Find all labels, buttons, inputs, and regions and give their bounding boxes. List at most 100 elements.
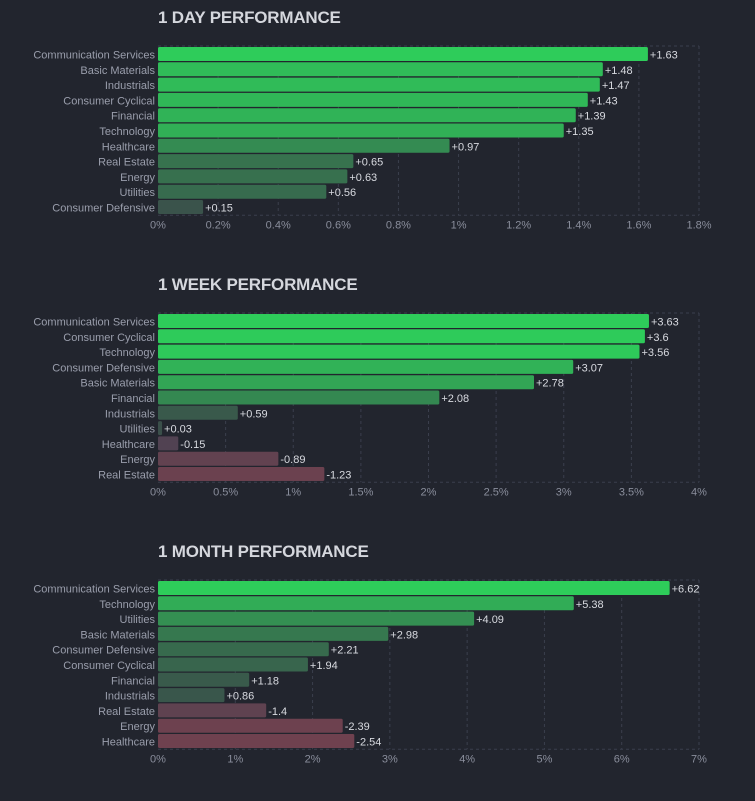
value-label: +4.09: [476, 614, 504, 626]
bar[interactable]: [158, 169, 348, 184]
bar[interactable]: [158, 718, 343, 733]
bar[interactable]: [158, 390, 440, 405]
category-label: Industrials: [105, 80, 156, 92]
bar[interactable]: [158, 734, 355, 748]
bar[interactable]: [158, 77, 600, 92]
category-label: Healthcare: [102, 439, 155, 451]
bar[interactable]: [158, 596, 574, 611]
value-label: +0.97: [452, 141, 480, 153]
x-tick-label: 1%: [285, 486, 301, 498]
x-tick-label: 1.6%: [626, 219, 651, 231]
category-label: Energy: [120, 721, 155, 733]
value-label: +2.98: [390, 629, 418, 641]
value-label: +6.62: [672, 583, 700, 595]
category-label: Basic Materials: [80, 629, 155, 641]
value-label: -1.23: [326, 469, 351, 481]
bar[interactable]: [158, 688, 225, 703]
x-tick-label: 3.5%: [619, 486, 644, 498]
x-tick-label: 3%: [382, 753, 398, 765]
bar[interactable]: [158, 436, 179, 451]
category-label: Communication Services: [33, 583, 155, 595]
bar[interactable]: [158, 184, 327, 199]
category-label: Consumer Cyclical: [63, 660, 155, 672]
bar[interactable]: [158, 703, 267, 718]
bar[interactable]: [158, 200, 204, 214]
category-label: Consumer Cyclical: [63, 332, 155, 344]
category-label: Real Estate: [98, 706, 155, 718]
category-label: Utilities: [120, 424, 156, 436]
value-label: +3.63: [651, 316, 679, 328]
x-tick-label: 0%: [150, 753, 166, 765]
bar[interactable]: [158, 672, 250, 687]
category-label: Consumer Defensive: [52, 645, 155, 657]
category-label: Energy: [120, 454, 155, 466]
category-label: Basic Materials: [80, 65, 155, 77]
x-tick-label: 4%: [691, 486, 707, 498]
x-tick-label: 1.2%: [506, 219, 531, 231]
value-label: +1.43: [590, 95, 618, 107]
chart-title: 1 WEEK PERFORMANCE: [158, 275, 358, 294]
bar[interactable]: [158, 314, 649, 328]
bar[interactable]: [158, 123, 564, 138]
category-label: Utilities: [120, 614, 156, 626]
value-label: +3.56: [641, 347, 669, 359]
category-label: Technology: [99, 347, 155, 359]
bar[interactable]: [158, 642, 329, 657]
x-tick-label: 4%: [459, 753, 475, 765]
value-label: +1.18: [251, 675, 279, 687]
x-tick-label: 0.2%: [206, 219, 231, 231]
bar[interactable]: [158, 359, 574, 374]
value-label: -0.89: [280, 454, 305, 466]
x-tick-label: 1.4%: [566, 219, 591, 231]
x-tick-label: 0%: [150, 219, 166, 231]
category-label: Consumer Cyclical: [63, 95, 155, 107]
x-tick-label: 6%: [614, 753, 630, 765]
x-tick-label: 2%: [421, 486, 437, 498]
x-tick-label: 1.8%: [686, 219, 711, 231]
bar[interactable]: [158, 421, 163, 436]
x-tick-label: 3%: [556, 486, 572, 498]
x-tick-label: 1%: [451, 219, 467, 231]
bar[interactable]: [158, 138, 450, 153]
category-label: Financial: [111, 675, 155, 687]
value-label: +5.38: [576, 599, 604, 611]
bar[interactable]: [158, 611, 475, 626]
bar[interactable]: [158, 451, 279, 466]
bar[interactable]: [158, 467, 325, 481]
category-label: Healthcare: [102, 141, 155, 153]
value-label: +1.63: [650, 49, 678, 61]
bar[interactable]: [158, 657, 308, 672]
x-tick-label: 0.5%: [213, 486, 238, 498]
bar-chart-1month: Communication Services +6.62 Technology +5.…: [33, 579, 707, 765]
bar[interactable]: [158, 375, 534, 390]
value-label: -2.54: [356, 736, 381, 748]
value-label: +3.6: [647, 332, 669, 344]
bar[interactable]: [158, 154, 354, 169]
bar[interactable]: [158, 47, 648, 61]
category-label: Real Estate: [98, 469, 155, 481]
chart-title: 1 MONTH PERFORMANCE: [158, 542, 369, 561]
chart-panel-1week: 1 WEEK PERFORMANCE Communication Service…: [0, 267, 755, 534]
x-tick-label: 0.8%: [386, 219, 411, 231]
bar[interactable]: [158, 626, 389, 641]
category-label: Industrials: [105, 408, 156, 420]
chart-title: 1 DAY PERFORMANCE: [158, 8, 341, 27]
category-label: Basic Materials: [80, 378, 155, 390]
bar[interactable]: [158, 108, 576, 123]
bar[interactable]: [158, 92, 588, 107]
category-label: Healthcare: [102, 736, 155, 748]
category-label: Financial: [111, 111, 155, 123]
value-label: +2.08: [441, 393, 469, 405]
bar[interactable]: [158, 405, 238, 420]
bar[interactable]: [158, 581, 670, 595]
value-label: +1.35: [566, 126, 594, 138]
value-label: -2.39: [345, 721, 370, 733]
value-label: +0.56: [328, 187, 356, 199]
bar[interactable]: [158, 344, 640, 359]
x-tick-label: 2.5%: [484, 486, 509, 498]
chart-panel-1month: 1 MONTH PERFORMANCE Communication Servic…: [0, 534, 755, 801]
x-tick-label: 0.6%: [326, 219, 351, 231]
bar[interactable]: [158, 329, 645, 344]
bar[interactable]: [158, 62, 603, 77]
value-label: +1.48: [605, 65, 633, 77]
